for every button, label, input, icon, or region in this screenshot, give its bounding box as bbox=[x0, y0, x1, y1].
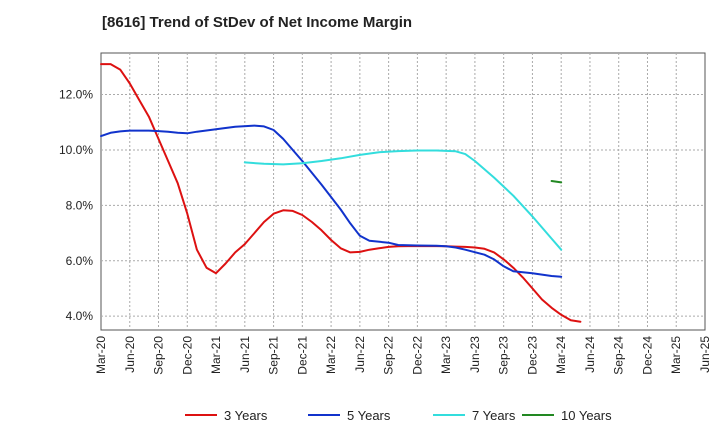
y-tick-label: 12.0% bbox=[59, 88, 93, 102]
legend-label: 7 Years bbox=[472, 408, 516, 423]
series-line-7-years bbox=[243, 149, 563, 251]
y-tick-label: 10.0% bbox=[59, 143, 93, 157]
x-tick-label: Sep-21 bbox=[267, 336, 281, 375]
x-tick-label: Jun-22 bbox=[353, 336, 367, 373]
x-tick-label: Mar-21 bbox=[209, 336, 223, 374]
x-tick-label: Mar-22 bbox=[324, 336, 338, 374]
plot-area bbox=[100, 52, 706, 331]
x-tick-label: Jun-25 bbox=[698, 336, 712, 373]
x-tick-label: Jun-20 bbox=[123, 336, 137, 373]
x-tick-label: Sep-23 bbox=[497, 336, 511, 375]
x-tick-label: Dec-21 bbox=[295, 336, 309, 375]
x-tick-label: Sep-24 bbox=[612, 336, 626, 375]
x-tick-label: Jun-23 bbox=[468, 336, 482, 373]
series-line-10-years bbox=[550, 180, 563, 184]
chart-title: [8616] Trend of StDev of Net Income Marg… bbox=[102, 14, 413, 31]
series-line-5-years bbox=[100, 124, 563, 278]
x-tick-label: Mar-23 bbox=[439, 336, 453, 374]
legend: 3 Years 5 Years 7 Years 10 Years bbox=[185, 408, 612, 423]
x-tick-label: Mar-25 bbox=[669, 336, 683, 374]
x-tick-label: Dec-24 bbox=[640, 336, 654, 375]
x-tick-label: Sep-22 bbox=[382, 336, 396, 375]
legend-label: 10 Years bbox=[561, 408, 612, 423]
x-tick-label: Jun-24 bbox=[583, 336, 597, 373]
x-tick-label: Jun-21 bbox=[238, 336, 252, 373]
legend-label: 3 Years bbox=[224, 408, 268, 423]
x-tick-label: Mar-20 bbox=[94, 336, 108, 374]
series-line-3-years bbox=[100, 63, 582, 323]
y-tick-label: 4.0% bbox=[66, 309, 94, 323]
x-tick-label: Sep-20 bbox=[152, 336, 166, 375]
x-tick-label: Dec-20 bbox=[180, 336, 194, 375]
legend-label: 5 Years bbox=[347, 408, 391, 423]
y-tick-label: 8.0% bbox=[66, 198, 94, 212]
x-tick-label: Dec-23 bbox=[525, 336, 539, 375]
y-tick-label: 6.0% bbox=[66, 254, 94, 268]
x-tick-label: Mar-24 bbox=[554, 336, 568, 374]
y-axis-ticks: 4.0% 6.0% 8.0% 10.0% 12.0% bbox=[59, 88, 93, 324]
series-lines bbox=[100, 63, 582, 323]
x-tick-label: Dec-22 bbox=[410, 336, 424, 375]
x-axis-ticks: Mar-20 Jun-20 Sep-20 Dec-20 Mar-21 Jun-21 Sep-… bbox=[94, 336, 712, 375]
